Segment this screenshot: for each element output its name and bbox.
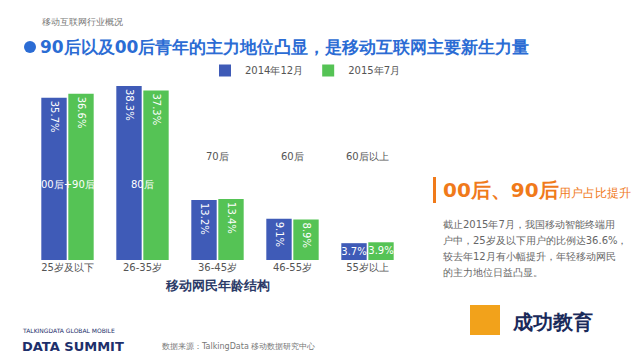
- svg-text:数据来源：TalkingData 移动数据研究中心: 数据来源：TalkingData 移动数据研究中心: [162, 342, 315, 351]
- svg-text:截止2015年7月，我国移动智能终端用: 截止2015年7月，我国移动智能终端用: [443, 219, 615, 230]
- svg-text:8.9%: 8.9%: [301, 223, 312, 248]
- svg-text:38.3%: 38.3%: [124, 89, 135, 121]
- svg-text:80后: 80后: [131, 179, 154, 190]
- svg-text:的主力地位日益凸显。: 的主力地位日益凸显。: [443, 267, 543, 278]
- svg-text:13.2%: 13.2%: [199, 203, 210, 235]
- svg-text:13.4%: 13.4%: [226, 202, 237, 234]
- svg-text:移动互联网行业概况: 移动互联网行业概况: [42, 17, 123, 27]
- svg-text:26-35岁: 26-35岁: [123, 262, 162, 273]
- svg-text:60后: 60后: [281, 151, 304, 162]
- svg-text:9.1%: 9.1%: [274, 222, 285, 247]
- svg-text:DATA SUMMIT: DATA SUMMIT: [22, 339, 124, 354]
- svg-text:35.7%: 35.7%: [49, 101, 60, 133]
- svg-text:00后+90后: 00后+90后: [41, 179, 95, 190]
- svg-text:46-55岁: 46-55岁: [273, 262, 312, 273]
- svg-text:3.7%: 3.7%: [341, 246, 366, 257]
- svg-text:90后以及00后青年的主力地位凸显，是移动互联网主要新生力量: 90后以及00后青年的主力地位凸显，是移动互联网主要新生力量: [40, 37, 529, 57]
- svg-text:36.6%: 36.6%: [76, 97, 87, 129]
- svg-text:55岁以上: 55岁以上: [346, 262, 389, 273]
- svg-text:70后: 70后: [206, 151, 229, 162]
- svg-text:00后、90后用户占比提升: 00后、90后用户占比提升: [443, 178, 631, 202]
- svg-text:60后以上: 60后以上: [346, 151, 389, 162]
- svg-text:户中，25岁及以下用户的比例达36.6%，: 户中，25岁及以下用户的比例达36.6%，: [443, 235, 628, 246]
- svg-text:37.3%: 37.3%: [151, 93, 162, 125]
- svg-text:移动网民年龄结构: 移动网民年龄结构: [165, 278, 270, 293]
- svg-text:2014年12月: 2014年12月: [245, 65, 303, 76]
- svg-text:TALKINGDATA GLOBAL MOBILE: TALKINGDATA GLOBAL MOBILE: [22, 327, 115, 334]
- svg-text:较去年12月有小幅提升，年轻移动网民: 较去年12月有小幅提升，年轻移动网民: [443, 251, 616, 262]
- svg-text:成功教育: 成功教育: [512, 310, 593, 334]
- svg-text:25岁及以下: 25岁及以下: [41, 262, 94, 273]
- svg-text:3.9%: 3.9%: [368, 245, 393, 256]
- svg-text:36-45岁: 36-45岁: [198, 262, 237, 273]
- svg-text:2015年7月: 2015年7月: [348, 65, 400, 76]
